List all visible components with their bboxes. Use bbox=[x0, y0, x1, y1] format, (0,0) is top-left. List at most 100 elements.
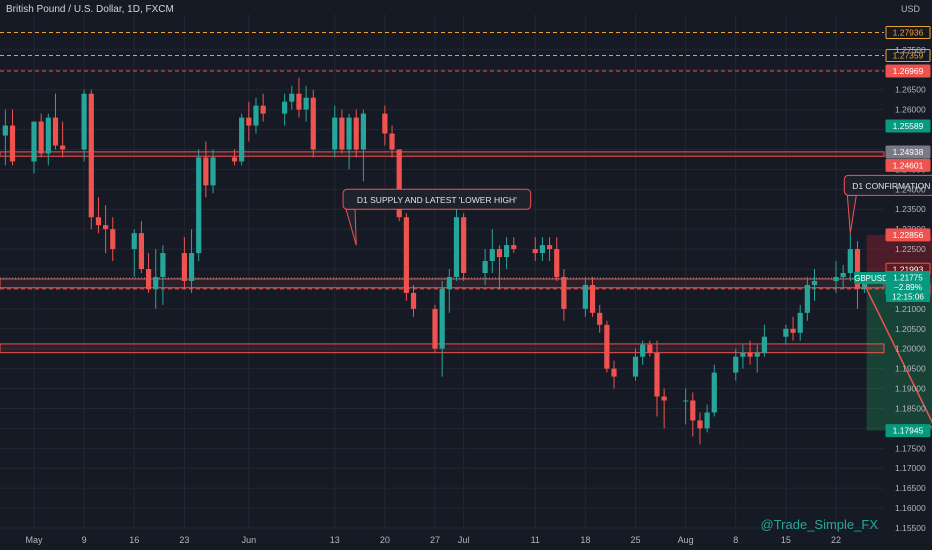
candle-body bbox=[403, 217, 409, 293]
candle bbox=[511, 237, 517, 254]
y-tick-label: 1.17500 bbox=[895, 443, 926, 453]
y-tick-label: 1.23500 bbox=[895, 204, 926, 214]
y-tick-label: 1.16500 bbox=[895, 483, 926, 493]
candle bbox=[733, 348, 739, 381]
candle-body bbox=[632, 356, 639, 377]
candle-body bbox=[811, 280, 818, 285]
candle bbox=[88, 89, 94, 230]
candle bbox=[496, 245, 503, 289]
x-tick-label: 9 bbox=[82, 535, 87, 545]
time-axis: May 9 16 23 Jun 13 20 27 Jul 11 18 25 Aug 8 15 22 bbox=[25, 535, 841, 545]
candle bbox=[282, 93, 288, 126]
price-label: 1.17945 bbox=[885, 424, 931, 438]
price-label: 1.22856 bbox=[885, 228, 931, 242]
y-tick-label: 1.19000 bbox=[895, 384, 926, 394]
candle bbox=[783, 324, 789, 345]
candle bbox=[532, 237, 538, 262]
price-label-text: 1.25589 bbox=[893, 121, 924, 131]
candle bbox=[461, 213, 467, 281]
candle-body bbox=[482, 261, 488, 273]
candle-body bbox=[310, 97, 316, 150]
candle-body bbox=[654, 352, 660, 397]
candle-body bbox=[188, 253, 195, 281]
candle bbox=[346, 113, 352, 170]
x-tick-label: 22 bbox=[831, 535, 841, 545]
candle bbox=[446, 269, 452, 313]
candle bbox=[747, 340, 753, 365]
price-label-bg bbox=[885, 119, 931, 133]
candle-body bbox=[296, 93, 302, 110]
candle-body bbox=[840, 272, 846, 277]
candle bbox=[561, 269, 567, 321]
candle-body bbox=[196, 157, 202, 254]
price-label-bg bbox=[885, 424, 931, 438]
y-tick-label: 1.19500 bbox=[895, 364, 926, 374]
candle bbox=[711, 364, 717, 417]
candle bbox=[138, 221, 145, 273]
price-label-bg bbox=[885, 25, 931, 39]
candle bbox=[647, 340, 653, 357]
candle-body bbox=[332, 117, 338, 150]
candle-body bbox=[854, 249, 861, 289]
x-tick-label: 25 bbox=[630, 535, 640, 545]
candle bbox=[504, 237, 510, 270]
candle-body bbox=[561, 276, 567, 309]
candle bbox=[110, 217, 116, 262]
candle bbox=[439, 280, 445, 377]
y-tick-label: 1.22500 bbox=[895, 244, 926, 254]
candle-body bbox=[833, 276, 839, 281]
x-tick-label: 15 bbox=[781, 535, 791, 545]
x-tick-label: May bbox=[25, 535, 43, 545]
candle-body bbox=[303, 97, 309, 110]
candle bbox=[31, 121, 37, 174]
candle-body bbox=[253, 105, 259, 126]
candle bbox=[9, 109, 16, 166]
price-label-text: 1.21993 bbox=[893, 264, 924, 274]
candle bbox=[604, 320, 610, 373]
candle bbox=[489, 229, 495, 273]
candle bbox=[683, 388, 689, 425]
candle bbox=[811, 269, 818, 301]
candle bbox=[196, 149, 202, 262]
candle-body bbox=[88, 93, 94, 218]
candle-body bbox=[604, 324, 610, 369]
price-label-bg bbox=[885, 158, 931, 172]
current-price-bg bbox=[886, 270, 930, 302]
candle-body bbox=[747, 352, 753, 357]
x-tick-label: 27 bbox=[430, 535, 440, 545]
x-tick-label: Aug bbox=[678, 535, 694, 545]
candle-body bbox=[160, 253, 166, 277]
candle bbox=[339, 109, 345, 154]
candle-body bbox=[181, 253, 187, 281]
candle-body bbox=[38, 121, 44, 154]
y-tick-label: 1.26500 bbox=[895, 85, 926, 95]
candle bbox=[246, 101, 252, 142]
y-tick-label: 1.15500 bbox=[895, 523, 926, 533]
candle-body bbox=[661, 396, 667, 401]
x-tick-label: 20 bbox=[380, 535, 390, 545]
candle-body bbox=[847, 249, 853, 273]
candle bbox=[210, 149, 216, 194]
candle-body bbox=[45, 117, 51, 154]
candle bbox=[661, 388, 667, 429]
y-tick-label: 1.18500 bbox=[895, 403, 926, 413]
x-tick-label: 16 bbox=[129, 535, 139, 545]
candle-body bbox=[640, 344, 646, 357]
x-tick-label: Jul bbox=[458, 535, 470, 545]
y-tick-label: 1.16000 bbox=[895, 503, 926, 513]
grid bbox=[0, 14, 884, 530]
y-tick-label: 1.20500 bbox=[895, 324, 926, 334]
candle bbox=[38, 113, 44, 158]
candle-body bbox=[389, 133, 395, 150]
candle-body bbox=[504, 245, 510, 258]
currency-label: USD bbox=[900, 4, 920, 14]
candle bbox=[761, 324, 767, 357]
candle bbox=[690, 392, 696, 437]
candle-body bbox=[754, 352, 760, 357]
arrow-head bbox=[929, 425, 932, 429]
candle bbox=[654, 340, 660, 417]
candle-body bbox=[95, 217, 102, 226]
candle-body bbox=[246, 117, 252, 126]
candle bbox=[360, 109, 366, 182]
